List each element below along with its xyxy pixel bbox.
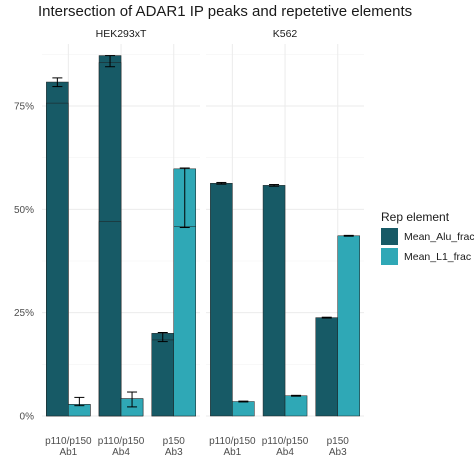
x-tick-label: Ab3: [165, 447, 183, 458]
x-tick-label: p110/p150: [262, 436, 309, 447]
legend-title: Rep element: [381, 210, 450, 224]
x-tick-label: Ab4: [112, 447, 130, 458]
bar-Mean_L1_frac: [173, 226, 196, 417]
legend-swatch-alu: [381, 228, 398, 245]
bar-Mean_Alu_frac: [46, 102, 69, 417]
x-tick-label: Ab1: [59, 447, 77, 458]
bar-Mean_Alu_frac: [262, 185, 286, 417]
legend-label-l1: Mean_L1_frac: [404, 251, 471, 263]
y-tick-label: 50%: [14, 205, 34, 216]
bar-Mean_L1_frac: [337, 235, 360, 417]
x-tick-label: Ab4: [276, 447, 294, 458]
legend-swatch-l1: [381, 248, 398, 265]
bar-Mean_Alu_frac: [315, 317, 338, 417]
legend-label-alu: Mean_Alu_frac: [404, 231, 474, 243]
panel-strip-label: HEK293xT: [96, 28, 147, 40]
y-tick-label: 0%: [20, 412, 35, 423]
x-axis-ticks: p110/p150Ab1p110/p150Ab4p150Ab3p110/p150…: [45, 436, 349, 458]
x-tick-label: p150: [163, 436, 186, 447]
x-tick-label: p110/p150: [98, 436, 145, 447]
bar-Mean_Alu_frac: [210, 183, 233, 417]
x-tick-label: Ab1: [223, 447, 241, 458]
legend: Rep element Mean_Alu_frac Mean_L1_frac: [381, 210, 474, 265]
x-tick-label: p150: [327, 436, 350, 447]
y-tick-label: 75%: [14, 102, 34, 113]
bar-Mean_L1_frac: [232, 401, 255, 417]
x-tick-label: p110/p150: [45, 436, 92, 447]
x-tick-label: Ab3: [329, 447, 347, 458]
bar-Mean_L1_frac: [284, 395, 308, 417]
x-tick-label: p110/p150: [209, 436, 256, 447]
panel-strips: HEK293xT K562: [96, 28, 298, 40]
bar-Mean_Alu_frac: [98, 221, 122, 417]
bar-Mean_Alu_frac: [151, 339, 174, 417]
y-axis-ticks: 0% 25% 50% 75%: [14, 102, 34, 423]
panel-strip-label: K562: [273, 28, 298, 40]
bars: [46, 55, 360, 417]
y-tick-label: 25%: [14, 308, 34, 319]
chart-title: Intersection of ADAR1 IP peaks and repet…: [38, 3, 412, 20]
